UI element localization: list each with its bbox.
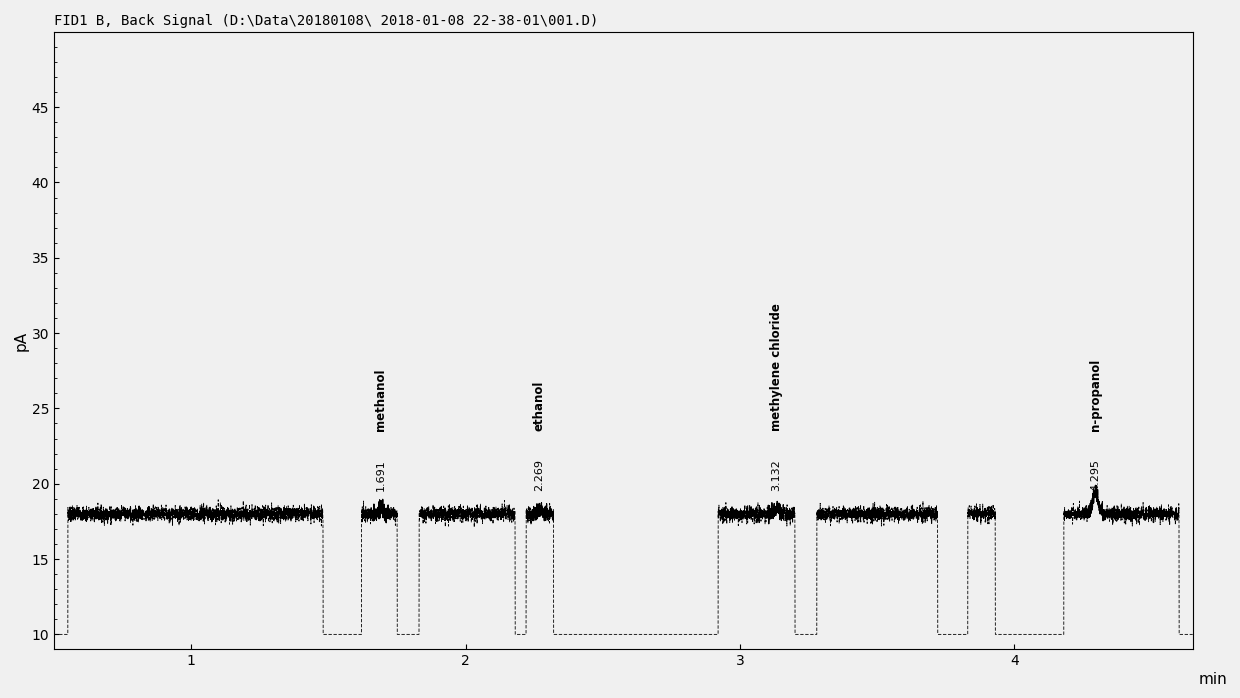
Text: 3.132: 3.132 xyxy=(771,459,781,491)
Text: 4.295: 4.295 xyxy=(1090,459,1100,491)
Text: methylene chloride: methylene chloride xyxy=(770,303,782,431)
Text: min: min xyxy=(1198,672,1226,687)
Text: 2.269: 2.269 xyxy=(534,459,544,491)
Text: methanol: methanol xyxy=(374,369,387,431)
Text: ethanol: ethanol xyxy=(533,380,546,431)
Text: 1.691: 1.691 xyxy=(376,459,386,491)
Y-axis label: pA: pA xyxy=(14,331,29,350)
Text: n-propanol: n-propanol xyxy=(1089,359,1102,431)
Text: FID1 B, Back Signal (D:\Data\20180108\ 2018-01-08 22-38-01\001.D): FID1 B, Back Signal (D:\Data\20180108\ 2… xyxy=(55,14,599,28)
